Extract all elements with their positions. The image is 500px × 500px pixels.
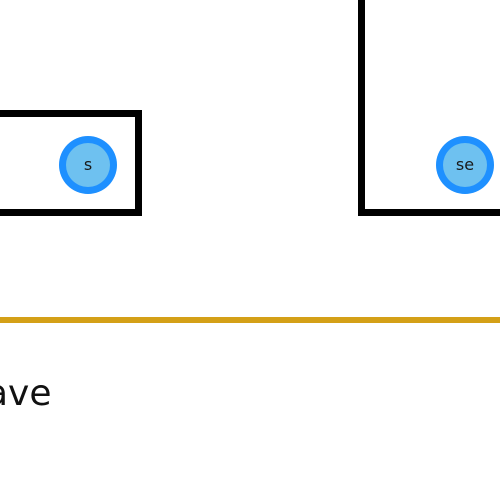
resize-handle-s-label: s (66, 143, 110, 187)
resize-handle-se[interactable]: se (436, 136, 494, 194)
divider-line (0, 317, 500, 323)
resize-handle-s[interactable]: s (59, 136, 117, 194)
left-box[interactable] (0, 110, 142, 216)
footer-label: ave (0, 373, 52, 414)
resize-handle-se-label: se (443, 143, 487, 187)
